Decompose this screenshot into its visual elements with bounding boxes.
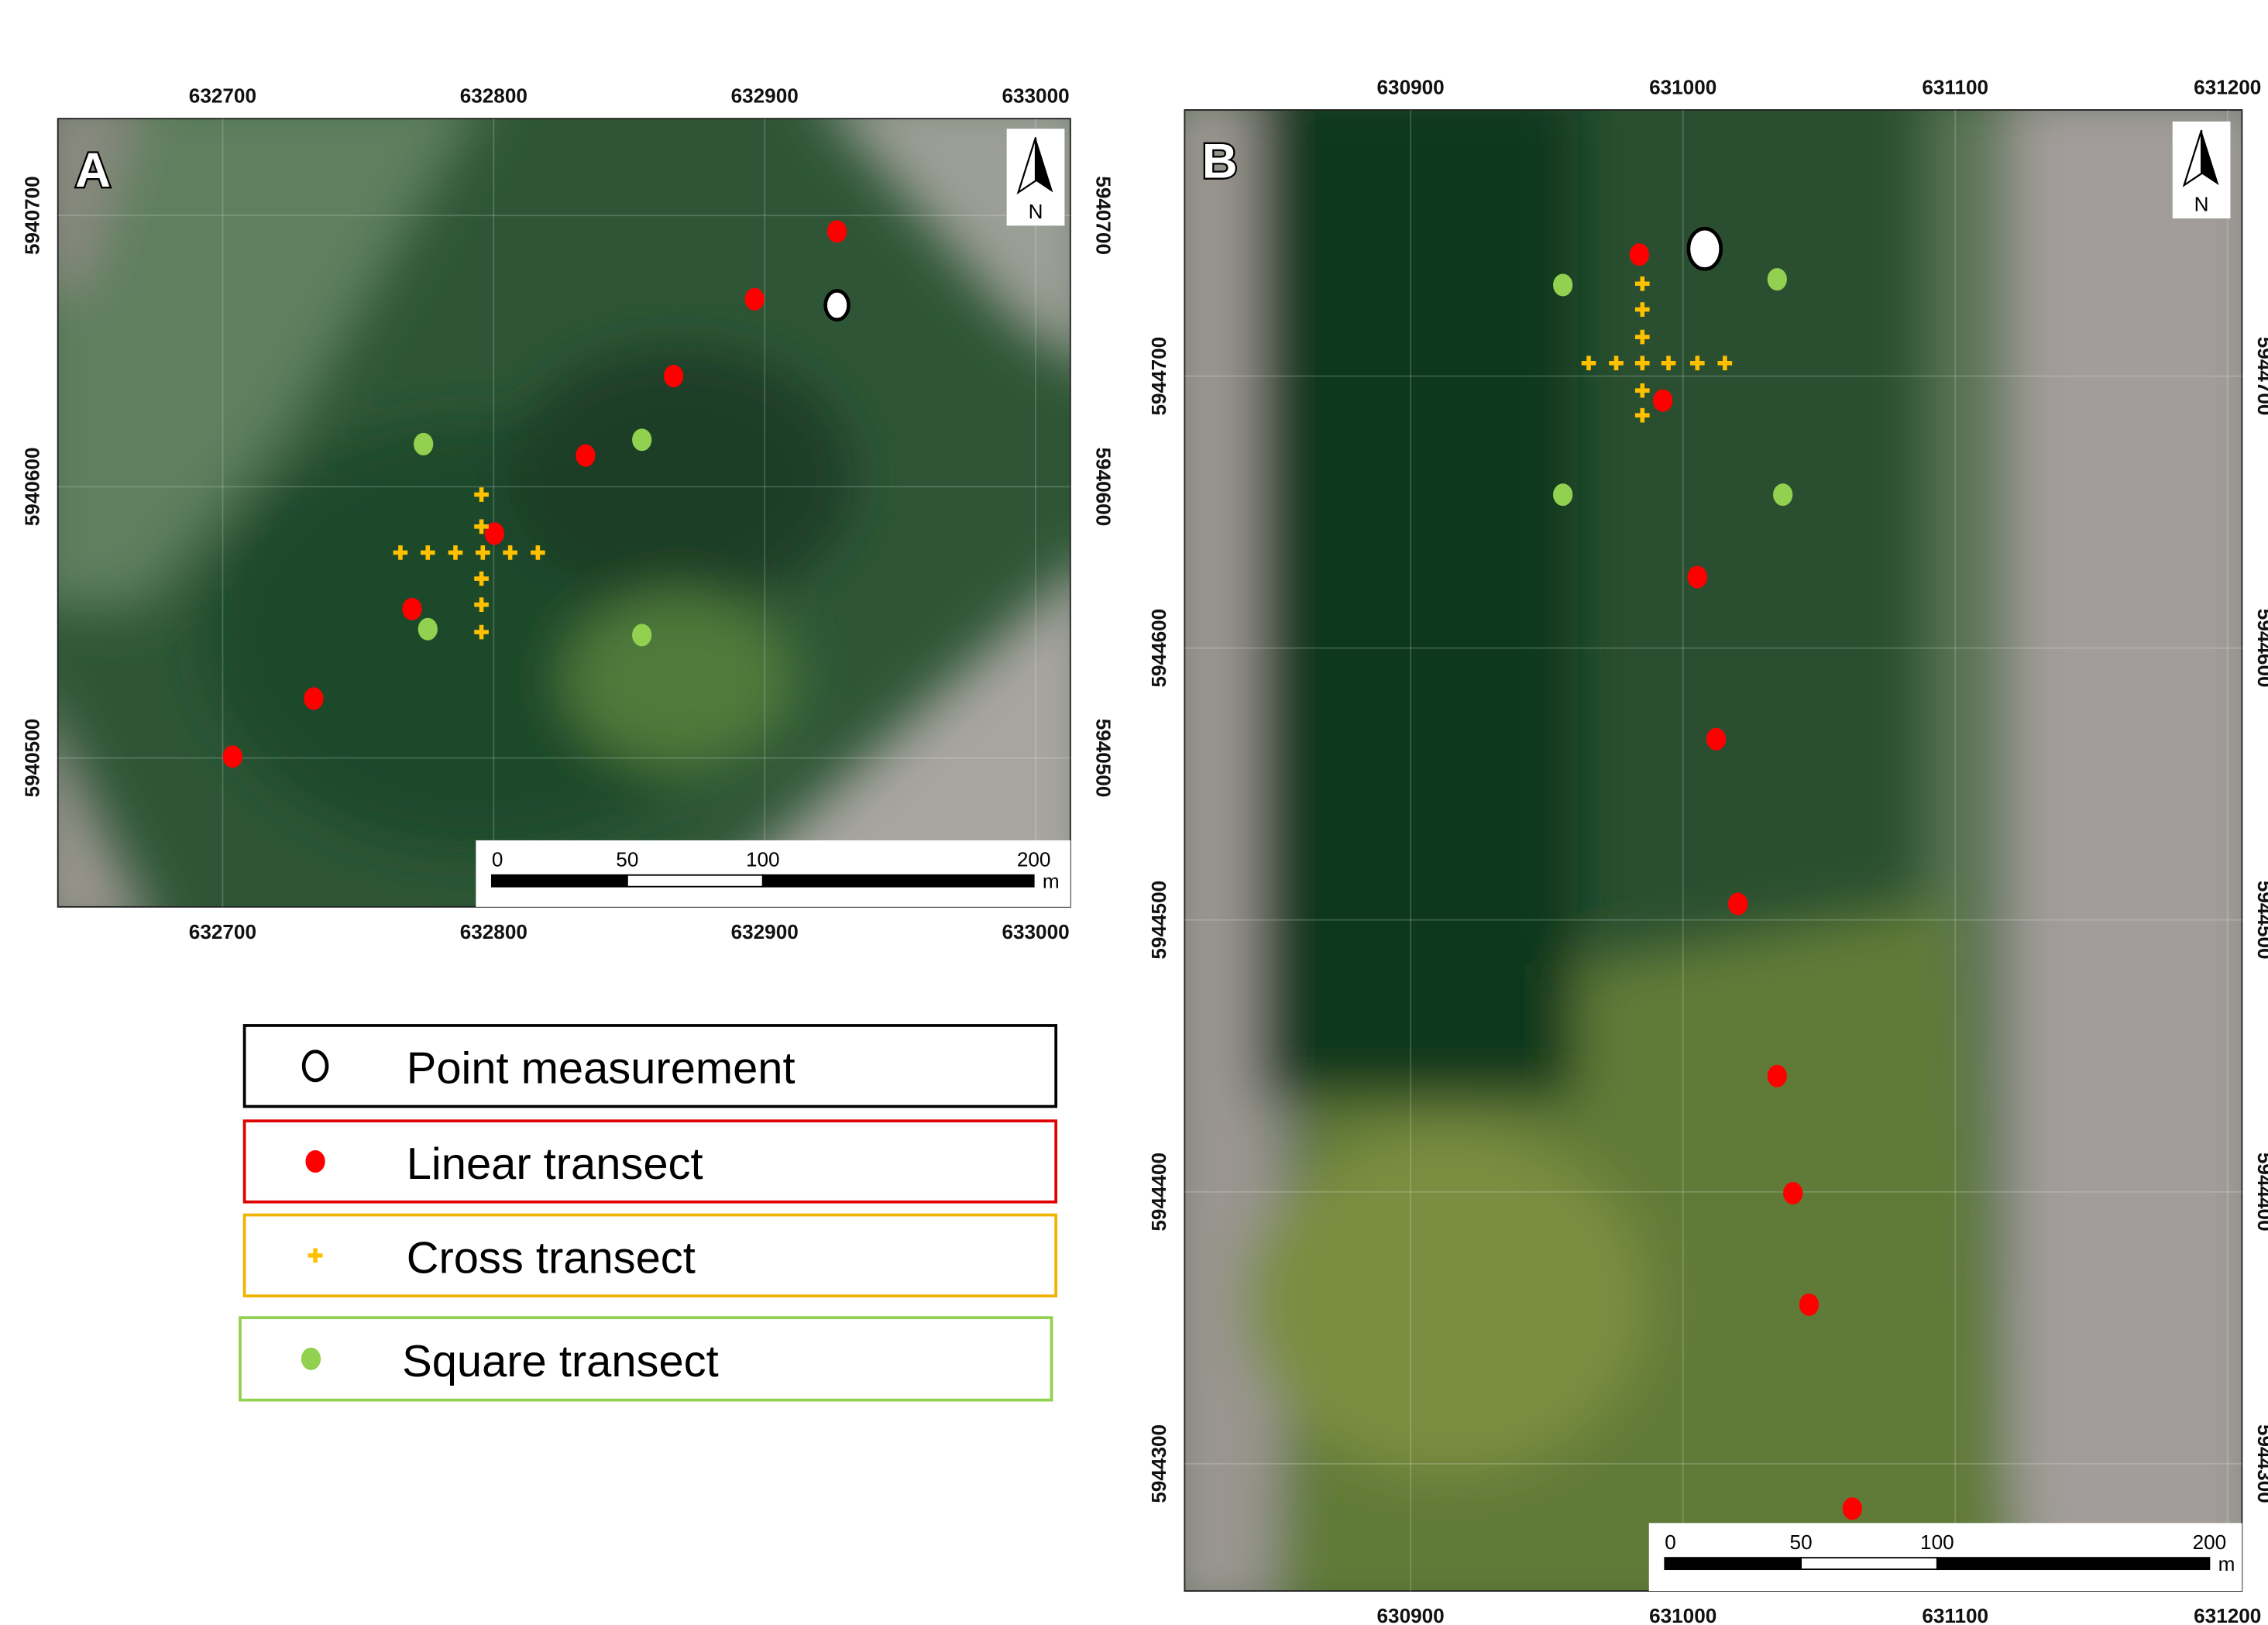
x-tick-label: 630900 [1377, 75, 1445, 98]
x-tick-label: 632700 [189, 920, 256, 943]
scale-unit: m [2218, 1552, 2235, 1575]
legend: Point measurement Linear transect Cross tr… [240, 1026, 1056, 1400]
y-tick-label: 5944400 [2253, 1153, 2268, 1232]
linear-marker [827, 221, 846, 242]
scale-segment [1937, 1558, 2210, 1569]
y-tick-label: 5940700 [20, 176, 43, 255]
y-tick-label: 5940700 [1091, 176, 1115, 255]
square-marker [1554, 484, 1572, 506]
linear-marker [306, 1150, 325, 1172]
y-tick-label: 5940500 [20, 719, 43, 798]
scale-segment [627, 875, 763, 887]
figure: Point measurement Linear transect Cross tr… [0, 0, 2268, 1625]
x-tick-label: 632800 [460, 920, 527, 943]
linear-marker [1784, 1183, 1802, 1204]
scale-segment [1801, 1558, 1937, 1569]
square-marker [633, 429, 651, 451]
x-tick-label: 632800 [460, 84, 527, 108]
y-tick-label: 5944700 [2253, 337, 2268, 416]
linear-marker [1768, 1065, 1786, 1087]
y-tick-label: 5944600 [2253, 609, 2268, 688]
linear-marker [403, 598, 421, 620]
linear-marker [664, 365, 682, 386]
north-label: N [2194, 193, 2209, 216]
scale-label: 200 [2193, 1531, 2227, 1554]
linear-marker [1654, 390, 1672, 411]
scale-segment [1665, 1558, 1801, 1569]
square-marker [1768, 269, 1786, 290]
y-tick-label: 5944500 [2253, 881, 2268, 960]
y-tick-label: 5944600 [1147, 609, 1170, 688]
legend-label: Linear transect [407, 1139, 703, 1189]
linear-marker [304, 688, 323, 709]
point-marker [304, 1052, 327, 1080]
panel-label: A [75, 143, 111, 198]
legend-label: Point measurement [407, 1044, 796, 1094]
scale-label: 0 [492, 848, 503, 871]
scale-label: 100 [1920, 1531, 1954, 1554]
linear-marker [1843, 1498, 1861, 1520]
point-marker [826, 290, 849, 319]
x-tick-label: 632900 [731, 920, 799, 943]
scale-unit: m [1043, 870, 1060, 893]
linear-marker [745, 288, 764, 310]
linear-marker [1706, 728, 1725, 750]
x-tick-label: 631000 [1649, 1604, 1716, 1625]
linear-marker [1688, 566, 1706, 588]
y-tick-label: 5940600 [1091, 448, 1115, 527]
x-tick-label: 631000 [1649, 75, 1716, 98]
north-label: N [1029, 200, 1043, 223]
x-tick-label: 632700 [189, 84, 256, 108]
scale-label: 50 [1790, 1531, 1813, 1554]
x-tick-label: 631100 [1922, 1604, 1988, 1625]
x-tick-label: 632900 [731, 84, 799, 108]
y-tick-label: 5944500 [1147, 881, 1170, 960]
scale-label: 0 [1665, 1531, 1676, 1554]
scale-label: 100 [746, 848, 780, 871]
square-marker [418, 618, 437, 640]
linear-marker [223, 746, 242, 768]
linear-marker [576, 445, 595, 466]
y-tick-label: 5944400 [1147, 1153, 1170, 1232]
x-tick-label: 630900 [1377, 1604, 1445, 1625]
x-tick-label: 631100 [1922, 75, 1988, 98]
imagery-b [1157, 87, 2268, 1620]
y-tick-label: 5940600 [20, 448, 43, 527]
page: {"panels":[ {"label":"A","north":"N", "x… [0, 0, 2268, 1625]
y-tick-label: 5944300 [1147, 1424, 1170, 1503]
square-marker [414, 433, 433, 455]
x-tick-label: 631200 [2194, 75, 2261, 98]
square-marker [1554, 274, 1572, 296]
scale-segment [492, 875, 627, 887]
panel-label: B [1202, 135, 1238, 189]
x-tick-label: 633000 [1002, 920, 1069, 943]
square-marker [301, 1348, 320, 1369]
x-tick-label: 633000 [1002, 84, 1069, 108]
scale-segment [763, 875, 1034, 887]
legend-label: Cross transect [407, 1233, 696, 1283]
legend-label: Square transect [402, 1337, 719, 1386]
scale-label: 50 [616, 848, 638, 871]
x-tick-label: 631200 [2194, 1604, 2261, 1625]
linear-marker [1799, 1293, 1818, 1315]
point-marker [1689, 228, 1721, 269]
y-tick-label: 5944300 [2253, 1424, 2268, 1503]
square-marker [633, 624, 651, 646]
y-tick-label: 5940500 [1091, 719, 1115, 798]
scale-label: 200 [1017, 848, 1051, 871]
linear-marker [1630, 244, 1648, 266]
square-marker [1774, 484, 1792, 506]
y-tick-label: 5944700 [1147, 337, 1170, 416]
linear-marker [1729, 893, 1747, 915]
